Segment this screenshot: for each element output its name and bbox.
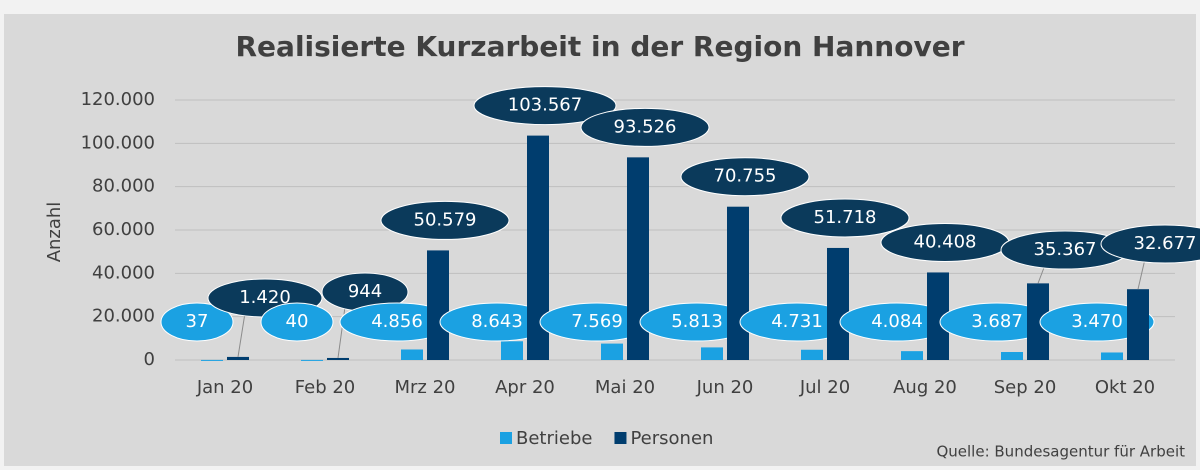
leader-line <box>237 312 246 358</box>
data-label-bubble <box>380 200 510 240</box>
bar <box>627 157 649 360</box>
y-tick-label: 20.000 <box>92 306 155 327</box>
data-label: 3.687 <box>971 311 1023 332</box>
bar <box>1101 352 1123 360</box>
bar <box>1127 289 1149 360</box>
legend-label: Personen <box>630 428 713 449</box>
bar <box>401 349 423 360</box>
x-tick-label: Aug 20 <box>893 377 957 398</box>
bar <box>301 359 323 361</box>
y-axis-label: Anzahl <box>44 202 65 263</box>
data-label: 50.579 <box>414 209 477 230</box>
data-label: 4.731 <box>771 311 823 332</box>
data-label: 4.856 <box>371 311 423 332</box>
y-tick-label: 120.000 <box>81 89 155 110</box>
bar <box>427 250 449 360</box>
data-label-bubble <box>260 302 334 342</box>
bar <box>527 135 549 360</box>
bar <box>901 351 923 360</box>
data-label-bubble <box>680 157 810 197</box>
y-tick-label: 40.000 <box>92 262 155 283</box>
x-tick-label: Okt 20 <box>1095 377 1155 398</box>
data-label: 5.813 <box>671 311 723 332</box>
y-tick-label: 100.000 <box>81 132 155 153</box>
x-tick-label: Jul 20 <box>799 377 850 398</box>
data-label: 93.526 <box>614 116 677 137</box>
data-label: 944 <box>348 281 382 302</box>
data-label: 103.567 <box>508 95 582 116</box>
data-label-bubble <box>160 302 234 342</box>
data-label: 7.569 <box>571 311 623 332</box>
bar <box>201 359 223 361</box>
x-tick-label: Jun 20 <box>696 377 754 398</box>
legend-swatch <box>500 432 512 444</box>
y-tick-label: 60.000 <box>92 219 155 240</box>
x-tick-label: Mrz 20 <box>394 377 455 398</box>
bar <box>927 272 949 360</box>
source: Quelle: Bundesagentur für Arbeit <box>936 443 1185 461</box>
data-label: 70.755 <box>714 166 777 187</box>
data-label: 37 <box>186 311 209 332</box>
data-label: 3.470 <box>1071 311 1123 332</box>
x-tick-label: Feb 20 <box>295 377 356 398</box>
data-label: 40.408 <box>914 231 977 252</box>
data-label: 4.084 <box>871 311 923 332</box>
legend-swatch <box>614 432 627 444</box>
bar <box>1001 352 1023 360</box>
data-label-bubble <box>473 86 617 126</box>
y-tick-label: 0 <box>144 349 155 370</box>
x-tick-label: Jan 20 <box>196 377 253 398</box>
bar <box>801 349 823 360</box>
data-label: 51.718 <box>814 207 877 228</box>
legend-label: Betriebe <box>516 428 592 449</box>
data-label-bubble <box>1039 302 1155 342</box>
data-label: 40 <box>286 311 309 332</box>
bar <box>727 206 749 360</box>
bar <box>501 341 523 360</box>
data-label: 32.677 <box>1134 233 1197 254</box>
data-label-bubble <box>580 107 710 147</box>
x-tick-label: Mai 20 <box>595 377 655 398</box>
bar <box>327 357 349 360</box>
bar <box>701 347 723 360</box>
x-tick-label: Apr 20 <box>495 377 555 398</box>
bar <box>1027 283 1049 360</box>
data-label-bubble <box>780 198 910 238</box>
data-label: 8.643 <box>471 311 523 332</box>
data-label: 1.420 <box>239 287 291 308</box>
bar <box>827 247 849 360</box>
y-tick-label: 80.000 <box>92 176 155 197</box>
x-tick-label: Sep 20 <box>994 377 1057 398</box>
data-label: 35.367 <box>1034 239 1097 260</box>
bar <box>227 356 249 360</box>
bar <box>601 343 623 360</box>
chart-title: Realisierte Kurzarbeit in der Region Han… <box>236 30 965 63</box>
data-label-bubble <box>1100 224 1200 264</box>
leader-line <box>1137 258 1146 290</box>
